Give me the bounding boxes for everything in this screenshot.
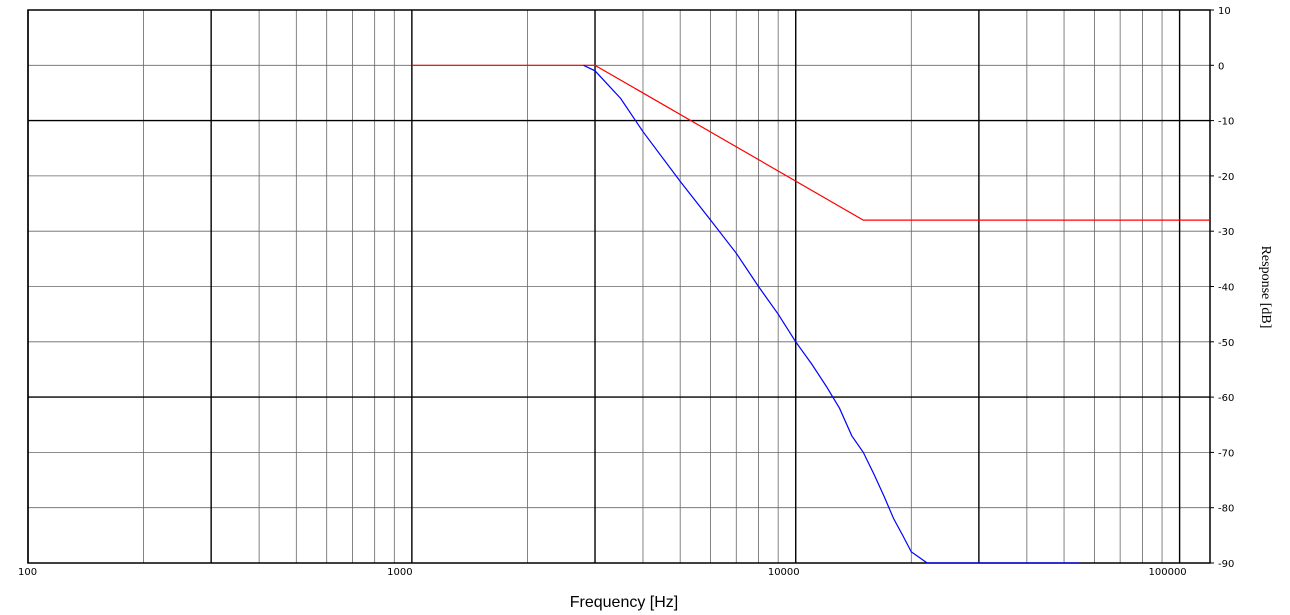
- series-layer: [411, 64, 1210, 564]
- y-tick-label: -40: [1218, 283, 1234, 294]
- y-tick-label: 0: [1218, 61, 1224, 72]
- y-tick-label: -90: [1218, 559, 1234, 570]
- y-tick-label: -30: [1218, 227, 1234, 238]
- series-line-red: [411, 64, 1210, 221]
- y-tick-labels: 10 0 -10 -20 -30 -40 -50 -60 -70 -80 -90: [1218, 6, 1234, 570]
- y-tick-label: -70: [1218, 448, 1234, 459]
- grid-minor: [28, 9, 1210, 564]
- y-tick-label: -20: [1218, 172, 1234, 183]
- plot-frame: [27, 9, 1211, 564]
- series-line-blue: [583, 64, 1080, 564]
- x-axis-title: Frequency [Hz]: [570, 594, 678, 611]
- y-tick-label: -10: [1218, 117, 1234, 128]
- x-tick-label: 1000: [387, 567, 412, 578]
- y-axis-title: Response [dB]: [1258, 246, 1273, 329]
- x-tick-label: 100000: [1149, 567, 1187, 578]
- x-tick-label: 100: [18, 567, 37, 578]
- y-tick-label: 10: [1218, 6, 1231, 17]
- x-tick-label: 10000: [768, 567, 800, 578]
- y-tick-label: -60: [1218, 393, 1234, 404]
- y-tick-label: -50: [1218, 338, 1234, 349]
- y-tick-label: -80: [1218, 504, 1234, 515]
- x-tick-labels: 100 1000 10000 100000: [18, 567, 1187, 578]
